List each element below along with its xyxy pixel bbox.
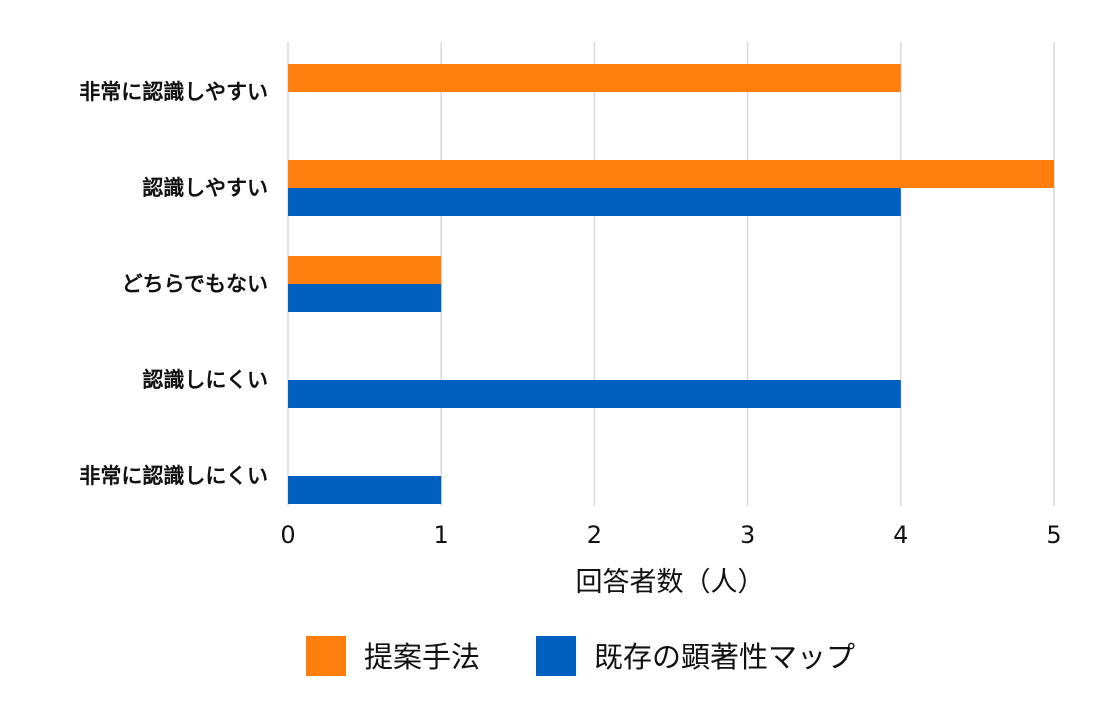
bar-layer xyxy=(288,64,1054,504)
x-tick-label-2: 2 xyxy=(587,521,602,549)
legend-label-1: 既存の顕著性マップ xyxy=(594,640,855,674)
bar-series-1-category-1 xyxy=(288,188,901,216)
bar-series-0-category-0 xyxy=(288,64,901,92)
bar-series-1-category-3 xyxy=(288,380,901,408)
legend-swatch-1 xyxy=(536,636,576,676)
x-tick-label-4: 4 xyxy=(893,521,908,549)
x-tick-label-3: 3 xyxy=(740,521,755,549)
x-tick-label-5: 5 xyxy=(1046,521,1061,549)
x-tick-label-0: 0 xyxy=(280,521,295,549)
category-label-2: どちらでもない xyxy=(122,272,268,296)
category-label-1: 認識しやすい xyxy=(142,176,268,200)
x-tick-label-1: 1 xyxy=(434,521,449,549)
bar-series-0-category-1 xyxy=(288,160,1054,188)
category-label-3: 認識しにくい xyxy=(142,368,268,392)
bar-series-1-category-2 xyxy=(288,284,442,312)
legend-swatch-0 xyxy=(306,636,346,676)
bar-series-0-category-2 xyxy=(288,256,442,284)
legend-label-0: 提案手法 xyxy=(364,640,480,674)
legend: 提案手法 既存の顕著性マップ xyxy=(306,636,855,676)
grid-layer xyxy=(287,42,1055,506)
bar-series-1-category-4 xyxy=(288,476,442,504)
category-label-0: 非常に認識しやすい xyxy=(79,80,268,104)
category-label-4: 非常に認識しにくい xyxy=(79,464,268,488)
x-axis-title: 回答者数（人） xyxy=(576,567,765,598)
tick-label-layer: 0 1 2 3 4 5 xyxy=(280,521,1061,549)
